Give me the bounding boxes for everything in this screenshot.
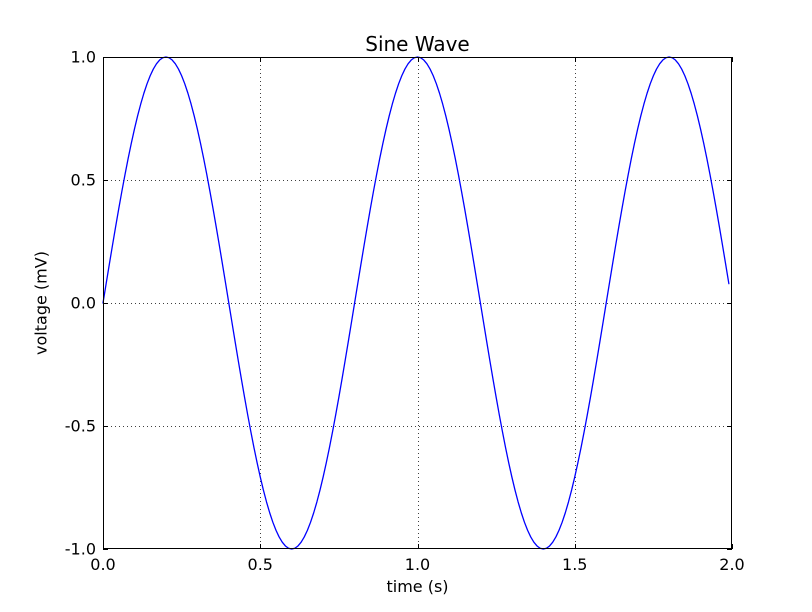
x-tick-label: 2.0 [719,555,745,574]
x-axis-label: time (s) [386,577,449,596]
axes-frame [103,57,732,549]
x-tick-label: 1.5 [562,555,588,574]
chart-title: Sine Wave [365,32,470,56]
x-tick-label: 1.0 [404,555,431,574]
y-tick-label: -0.5 [64,416,96,436]
y-tick-label: 0.0 [70,293,96,313]
x-tick-label: 0.5 [247,555,273,574]
y-tick-label: 1.0 [70,47,96,67]
x-tick-label: 0.0 [90,555,116,574]
y-tick-label: -1.0 [64,539,96,559]
y-tick-label: 0.5 [70,170,96,190]
y-axis-label: voltage (mV) [31,251,51,355]
